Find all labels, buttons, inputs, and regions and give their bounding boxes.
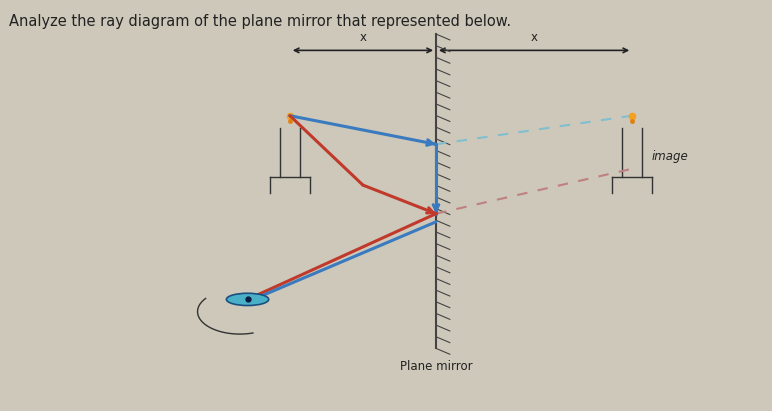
Ellipse shape <box>226 293 269 305</box>
Text: x: x <box>360 31 367 44</box>
Text: image: image <box>652 150 688 163</box>
Text: Analyze the ray diagram of the plane mirror that represented below.: Analyze the ray diagram of the plane mir… <box>9 14 511 29</box>
Text: x: x <box>530 31 537 44</box>
Text: Plane mirror: Plane mirror <box>400 360 472 373</box>
